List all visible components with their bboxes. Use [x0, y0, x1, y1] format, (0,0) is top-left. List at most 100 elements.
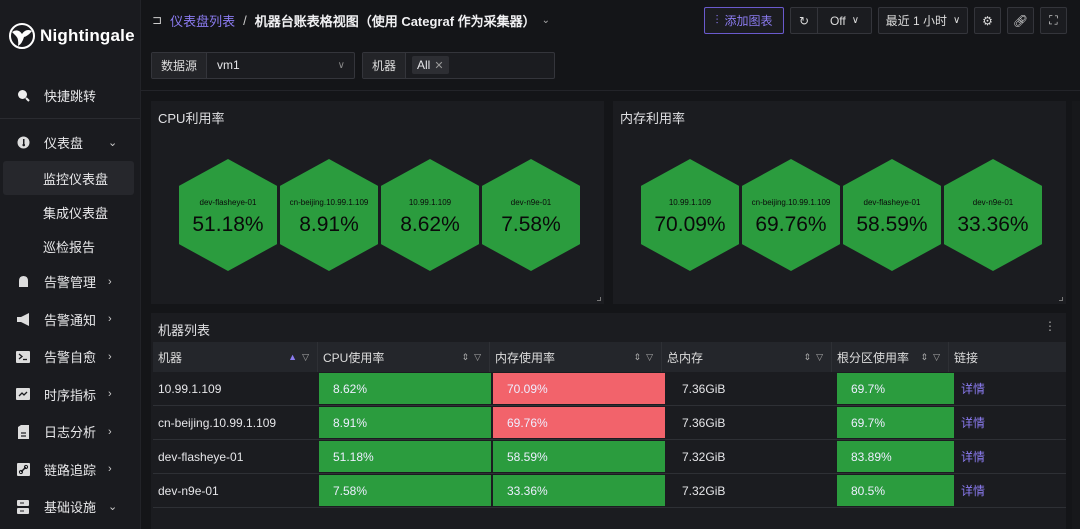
details-link[interactable]: 详情: [961, 416, 986, 430]
chevron-down-icon: ⌄: [108, 136, 118, 149]
details-link[interactable]: 详情: [961, 484, 986, 498]
terminal-icon: [16, 350, 30, 364]
sidebar-item-logs[interactable]: 日志分析 ›: [0, 413, 140, 451]
more-vertical-icon[interactable]: ⋮: [1044, 319, 1056, 333]
sort-icon[interactable]: ⇕: [461, 351, 470, 362]
machine-cell: dev-flasheye-01: [158, 449, 244, 464]
sidebar-item-tracing[interactable]: 链路追踪 ›: [0, 451, 140, 489]
sort-icon[interactable]: ⇕: [803, 351, 812, 362]
datasource-select[interactable]: vm1 ∨: [217, 58, 345, 72]
chevron-right-icon: ›: [108, 275, 112, 288]
sidebar-item-label: 时序指标: [44, 387, 97, 403]
hex-cell[interactable]: dev-n9e-01 33.36%: [944, 159, 1042, 271]
total-memory-cell: 7.36GiB: [682, 415, 726, 430]
hex-cell[interactable]: 10.99.1.109 70.09%: [641, 159, 739, 271]
memory-usage-panel: 内存利用率 10.99.1.109 70.09% cn-beijing.10.99…: [613, 101, 1066, 304]
chevron-right-icon: ›: [108, 350, 112, 363]
column-header-total-memory[interactable]: 总内存 ⇕ ▽: [662, 342, 832, 372]
hex-cell[interactable]: dev-flasheye-01 51.18%: [179, 159, 277, 271]
logo[interactable]: Nightingale: [0, 0, 140, 72]
chevron-down-icon: ∨: [953, 15, 961, 26]
resize-handle[interactable]: [1059, 297, 1063, 301]
machine-table: 机器 ▲ ▽ CPU使用率 ⇕ ▽ 内存使用率 ⇕ ▽ 总内存 ⇕ ▽ 根分区使用率 ⇕ ▽ 链接 …: [153, 342, 1066, 508]
sidebar-item-label: 快捷跳转: [44, 89, 97, 105]
filter-icon[interactable]: ▽: [474, 351, 481, 362]
memory-cell: 33.36%: [493, 475, 665, 506]
topbar: ⊐ 仪表盘列表 / 机器台账表格视图（使用 Categraf 作为采集器） ⌄ …: [141, 0, 1080, 40]
sidebar-item-alert-selfheal[interactable]: 告警自愈 ›: [0, 338, 140, 376]
root-partition-cell: 80.5%: [837, 475, 954, 506]
fullscreen-icon: ⛶: [1049, 13, 1058, 27]
time-range-picker[interactable]: 最近 1 小时 ∨: [878, 7, 968, 34]
table-row: dev-flasheye-01 51.18% 58.59% 7.32GiB 83…: [153, 440, 1066, 474]
sidebar-item-infrastructure[interactable]: 基础设施 ⌄: [0, 488, 140, 526]
column-header-memory[interactable]: 内存使用率 ⇕ ▽: [490, 342, 662, 372]
breadcrumb-dashboard-list[interactable]: 仪表盘列表: [170, 13, 236, 29]
fullscreen-button[interactable]: ⛶: [1040, 7, 1067, 34]
sidebar-item-alert-management[interactable]: 告警管理 ›: [0, 263, 140, 301]
sidebar-subitem-monitor-dashboard[interactable]: 监控仪表盘: [3, 161, 134, 195]
resize-handle[interactable]: [597, 297, 601, 301]
sidebar-subitem-inspection-report[interactable]: 巡检报告: [43, 239, 96, 255]
root-partition-cell: 69.7%: [837, 373, 954, 404]
panel-title: CPU利用率: [158, 111, 225, 126]
datasource-filter: 数据源 vm1 ∨: [151, 51, 355, 79]
hex-cell[interactable]: 10.99.1.109 8.62%: [381, 159, 479, 271]
total-memory-cell: 7.32GiB: [682, 483, 726, 498]
back-icon[interactable]: ⊐: [152, 13, 163, 27]
machine-select[interactable]: All ✕: [406, 53, 554, 78]
settings-button[interactable]: ⚙: [974, 7, 1001, 34]
sidebar-item-metrics[interactable]: 时序指标 ›: [0, 376, 140, 414]
column-header-root-partition[interactable]: 根分区使用率 ⇕ ▽: [832, 342, 949, 372]
root-partition-cell: 83.89%: [837, 441, 954, 472]
refresh-button[interactable]: ↻: [790, 7, 818, 34]
filter-icon[interactable]: ▽: [302, 351, 309, 362]
sidebar: Nightingale 快捷跳转 仪表盘 ⌄ 监控仪表盘 集成仪表盘 巡检报告 …: [0, 0, 141, 529]
sidebar-subitem-integration-dashboard[interactable]: 集成仪表盘: [43, 205, 109, 221]
sidebar-item-quick-jump[interactable]: 快捷跳转: [0, 77, 140, 115]
add-chart-button[interactable]: ⫶ 添加图表: [704, 7, 784, 34]
filter-icon[interactable]: ▽: [646, 351, 653, 362]
page-scrollbar[interactable]: [1072, 101, 1080, 529]
cpu-cell: 51.18%: [319, 441, 491, 472]
memory-cell: 70.09%: [493, 373, 665, 404]
sidebar-item-label: 日志分析: [44, 425, 97, 441]
chevron-down-icon[interactable]: ⌄: [541, 14, 551, 26]
main-content: ⊐ 仪表盘列表 / 机器台账表格视图（使用 Categraf 作为采集器） ⌄ …: [141, 0, 1080, 529]
hex-cell[interactable]: cn-beijing.10.99.1.109 69.76%: [742, 159, 840, 271]
machine-cell: cn-beijing.10.99.1.109: [158, 415, 277, 430]
panel-title: 内存利用率: [620, 111, 686, 126]
hex-cell[interactable]: dev-flasheye-01 58.59%: [843, 159, 941, 271]
column-header-cpu[interactable]: CPU使用率 ⇕ ▽: [318, 342, 490, 372]
cpu-cell: 8.62%: [319, 373, 491, 404]
hexbin-row: dev-flasheye-01 51.18% cn-beijing.10.99.1…: [179, 159, 580, 271]
cpu-cell: 7.58%: [319, 475, 491, 506]
alarm-icon: [16, 275, 30, 289]
page-title: 机器台账表格视图（使用 Categraf 作为采集器）: [254, 13, 536, 29]
search-icon: [16, 89, 30, 103]
filter-icon[interactable]: ▽: [816, 351, 823, 362]
refresh-interval-select[interactable]: Off ∨: [818, 7, 872, 34]
filter-icon[interactable]: ▽: [933, 351, 940, 362]
details-link[interactable]: 详情: [961, 382, 986, 396]
machine-filter: 机器 All ✕: [362, 51, 555, 79]
sidebar-item-label: 链路追踪: [44, 462, 97, 478]
sort-asc-icon[interactable]: ▲: [288, 352, 298, 362]
brand-name: Nightingale: [40, 26, 135, 45]
hex-cell[interactable]: dev-n9e-01 7.58%: [482, 159, 580, 271]
filter-bar: 数据源 vm1 ∨ 机器 All ✕: [141, 40, 1080, 91]
machine-tag: All ✕: [412, 56, 449, 74]
chart-line-icon: [16, 387, 30, 401]
share-link-button[interactable]: 🔗︎: [1007, 7, 1034, 34]
close-icon[interactable]: ✕: [434, 59, 444, 72]
refresh-group: ↻ Off ∨: [790, 7, 872, 34]
sidebar-item-alert-notify[interactable]: 告警通知 ›: [0, 301, 140, 339]
column-header-machine[interactable]: 机器 ▲ ▽: [153, 342, 318, 372]
sort-icon[interactable]: ⇕: [633, 351, 642, 362]
details-link[interactable]: 详情: [961, 450, 986, 464]
cpu-cell: 8.91%: [319, 407, 491, 438]
sort-icon[interactable]: ⇕: [920, 351, 929, 362]
root-partition-cell: 69.7%: [837, 407, 954, 438]
sidebar-item-dashboard[interactable]: 仪表盘 ⌄: [0, 124, 140, 162]
hex-cell[interactable]: cn-beijing.10.99.1.109 8.91%: [280, 159, 378, 271]
